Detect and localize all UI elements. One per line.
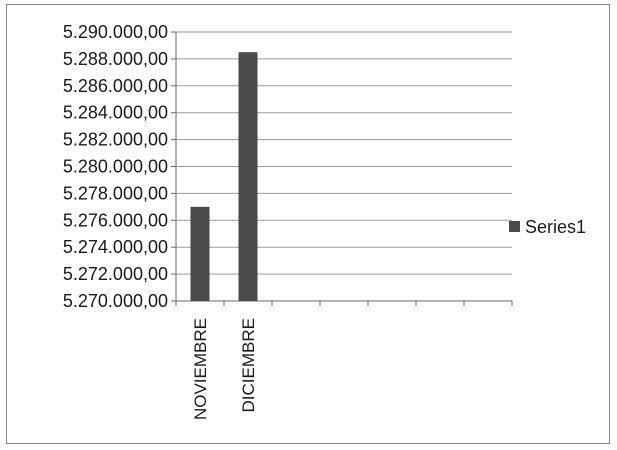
bar (238, 52, 258, 301)
y-tick-label: 5.276.000,00 (63, 210, 168, 230)
x-category-label: DICIEMBRE (239, 318, 258, 412)
y-tick-label: 5.280.000,00 (63, 157, 168, 177)
legend-label: Series1 (525, 217, 586, 237)
y-tick-label: 5.274.000,00 (63, 237, 168, 257)
x-category-label: NOVIEMBRE (191, 318, 210, 420)
y-tick-label: 5.272.000,00 (63, 264, 168, 284)
y-tick-label: 5.288.000,00 (63, 49, 168, 69)
y-tick-label: 5.290.000,00 (63, 22, 168, 42)
y-tick-label: 5.282.000,00 (63, 130, 168, 150)
y-tick-label: 5.270.000,00 (63, 291, 168, 311)
y-tick-label: 5.286.000,00 (63, 76, 168, 96)
y-tick-label: 5.278.000,00 (63, 183, 168, 203)
y-tick-label: 5.284.000,00 (63, 103, 168, 123)
bar (190, 206, 210, 301)
legend-swatch (509, 221, 520, 232)
